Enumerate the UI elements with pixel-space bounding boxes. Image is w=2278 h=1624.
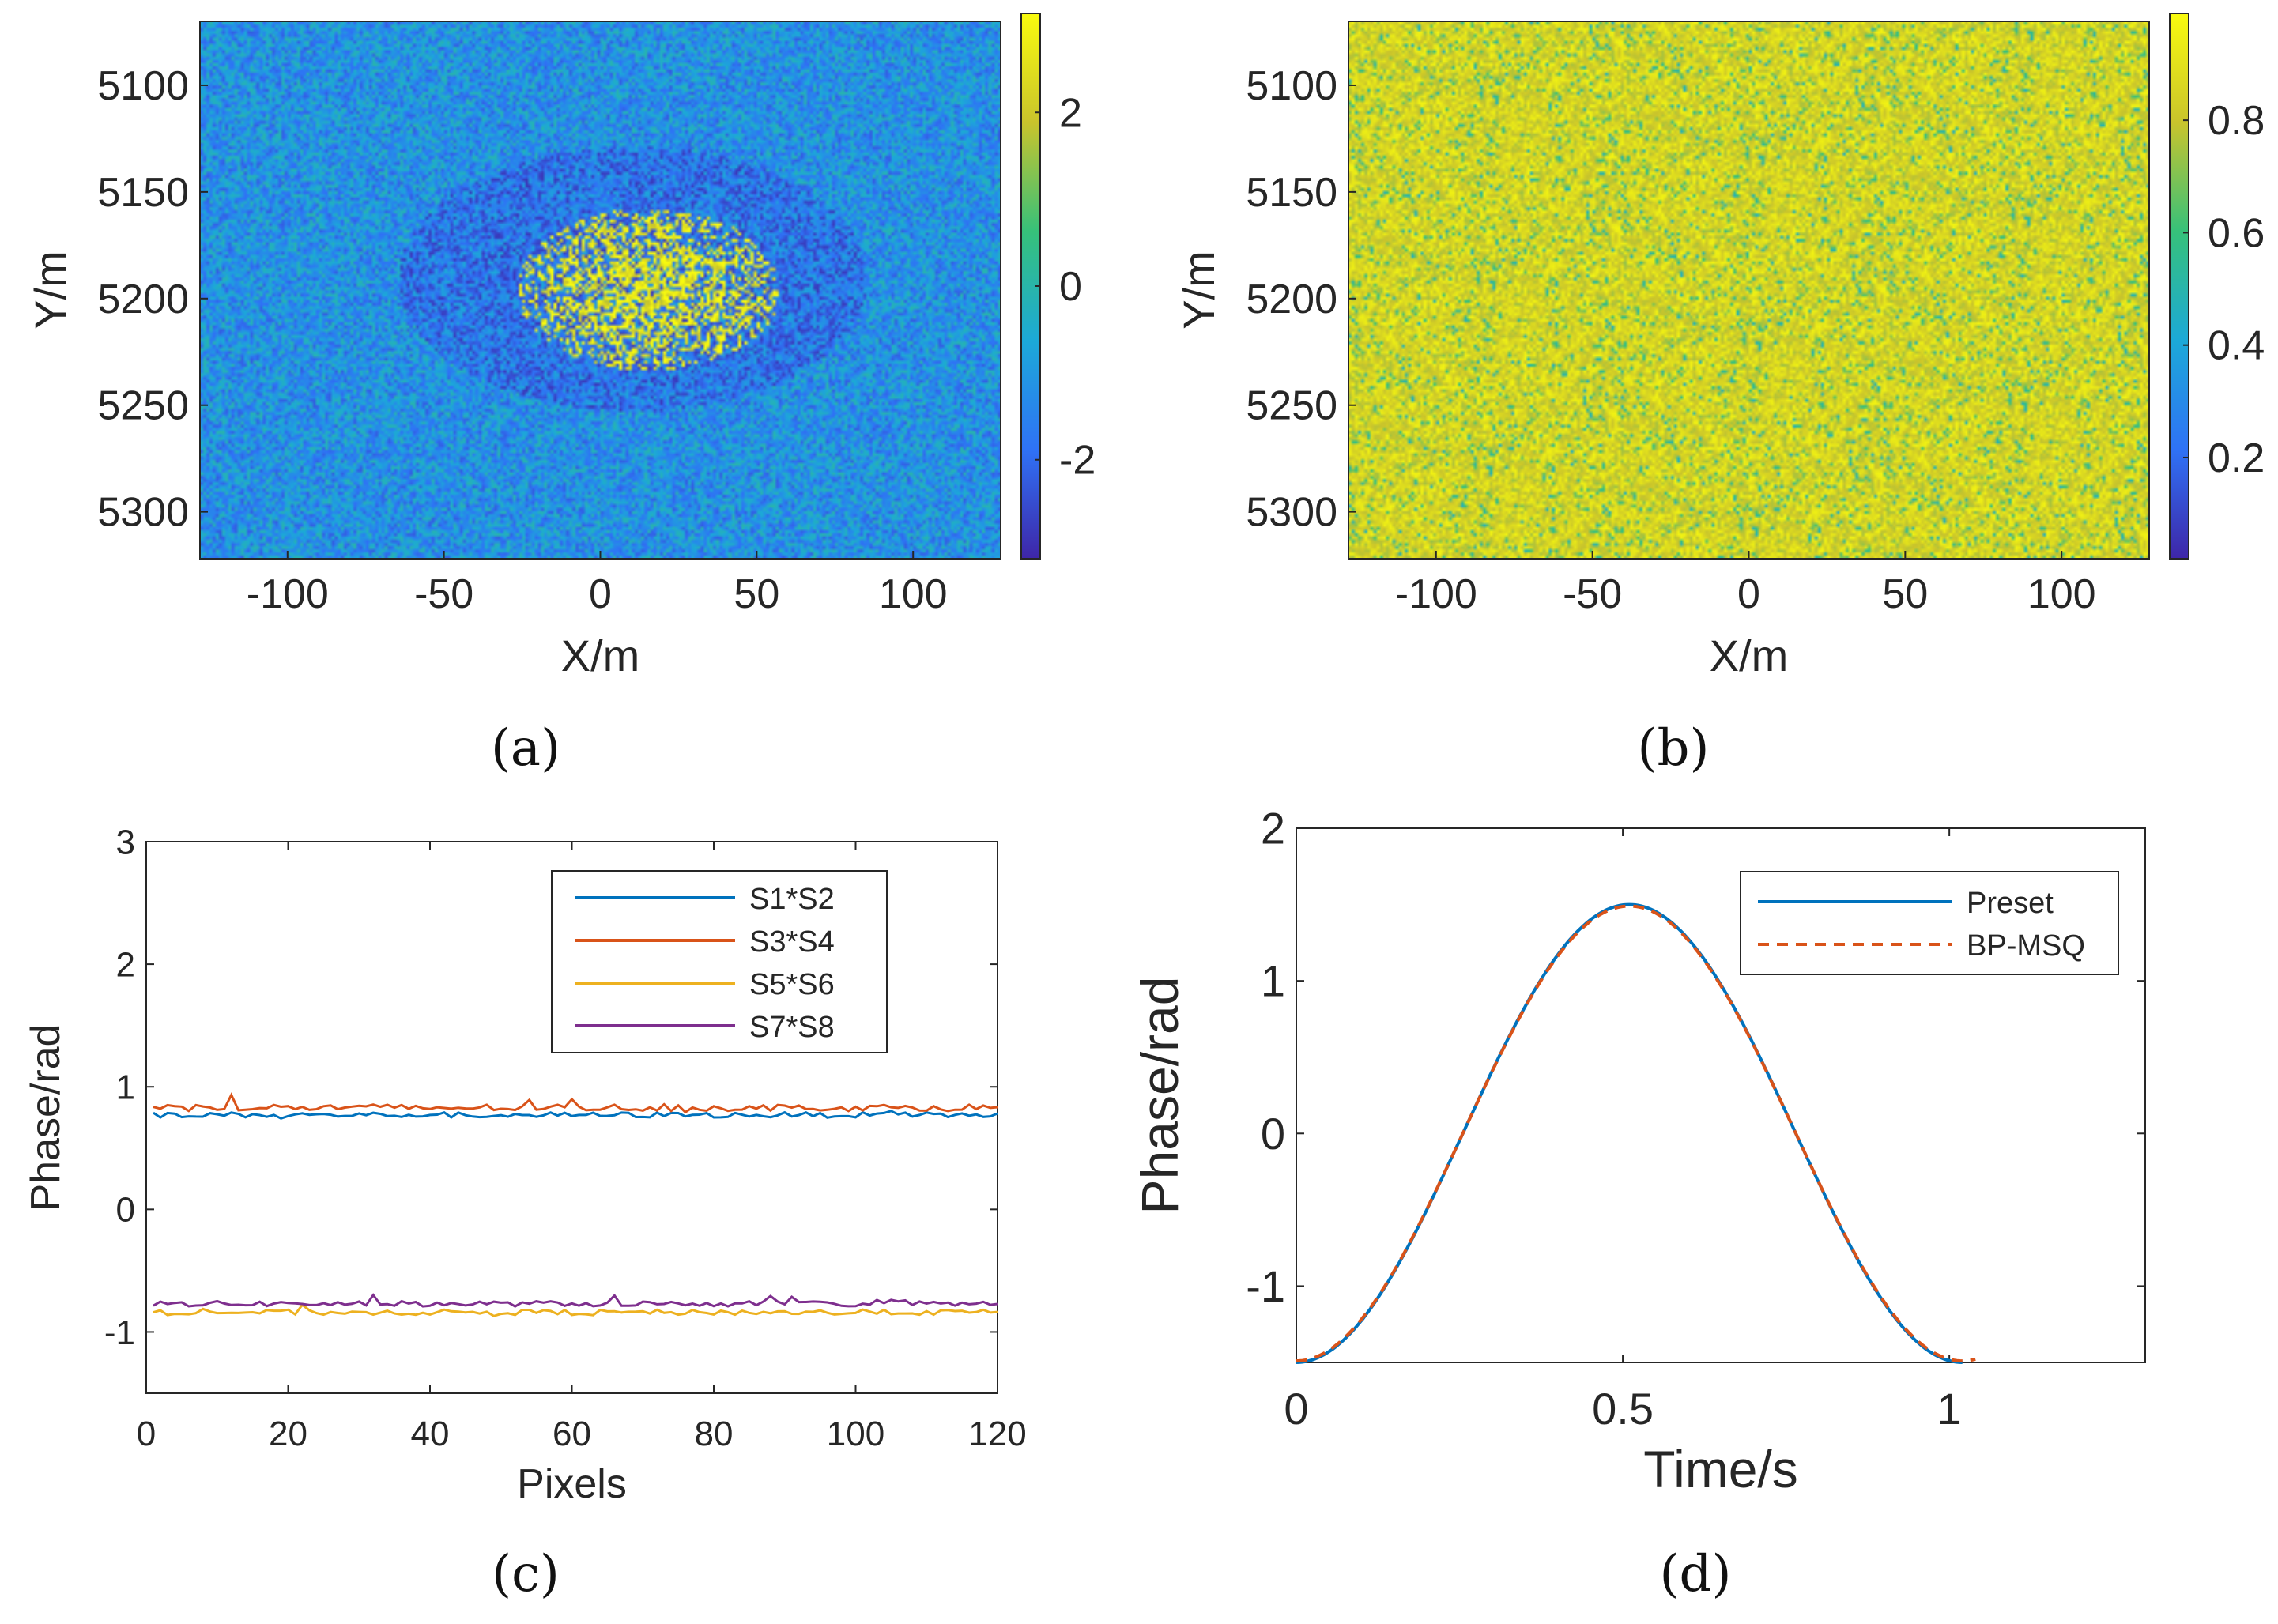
- y-tick-label-c-4: -1: [104, 1313, 135, 1352]
- heatmap-image-a: [200, 21, 1001, 559]
- series-line-bp-msq: [1296, 904, 1976, 1363]
- x-axis-label-c: Pixels: [517, 1461, 627, 1507]
- legend-label-S7xS8: S7*S8: [749, 1011, 835, 1044]
- y-tick-label-d-2: 0: [1261, 1109, 1285, 1159]
- y-tick-label-b-2: 5200: [1246, 277, 1337, 322]
- x-axis-label-a: X/m: [561, 631, 640, 680]
- y-tick-label-a-0: 5100: [97, 63, 189, 109]
- colorbar-tick-label-b-1: 0.6: [2208, 210, 2265, 256]
- y-tick-label-c-2: 1: [116, 1068, 135, 1107]
- x-tick-label-c-2: 40: [411, 1415, 450, 1453]
- x-tick-label-a-4: 100: [879, 571, 948, 617]
- x-tick-label-b-3: 50: [1882, 571, 1928, 617]
- colorbar-tick-label-b-0: 0.8: [2208, 98, 2265, 144]
- x-tick-label-a-3: 50: [734, 571, 779, 617]
- x-tick-label-c-4: 80: [695, 1415, 734, 1453]
- x-tick-label-a-2: 0: [589, 571, 612, 617]
- series-line-S1xS2: [153, 1110, 998, 1120]
- x-tick-label-c-6: 120: [968, 1415, 1026, 1453]
- x-tick-label-c-3: 60: [553, 1415, 591, 1453]
- series-line-preset: [1296, 902, 1963, 1364]
- x-tick-label-b-0: -100: [1395, 571, 1477, 617]
- x-tick-label-a-1: -50: [414, 571, 473, 617]
- legend-label-S3xS4: S3*S4: [749, 925, 835, 959]
- caption-c: (c): [492, 1545, 560, 1603]
- x-tick-label-c-1: 20: [269, 1415, 307, 1453]
- y-tick-label-b-1: 5150: [1246, 170, 1337, 216]
- y-axis-label-b: Y/m: [1174, 251, 1224, 330]
- x-tick-label-d-0: 0: [1284, 1384, 1308, 1434]
- x-tick-label-d-2: 1: [1937, 1384, 1962, 1434]
- y-tick-label-c-0: 3: [116, 823, 135, 861]
- series-line-S3xS4: [153, 1092, 998, 1114]
- y-axis-label-c: Phase/rad: [23, 1023, 69, 1211]
- caption-b: (b): [1637, 719, 1710, 778]
- legend-label-S5xS6: S5*S6: [749, 968, 835, 1001]
- y-tick-label-b-4: 5300: [1246, 490, 1337, 536]
- x-axis-label-b: X/m: [1710, 631, 1789, 680]
- y-tick-label-a-4: 5300: [97, 490, 189, 536]
- x-tick-label-b-2: 0: [1737, 571, 1760, 617]
- y-tick-label-b-3: 5250: [1246, 383, 1337, 429]
- legend-label-preset: Preset: [1967, 887, 2054, 920]
- x-tick-label-b-4: 100: [2027, 571, 2096, 617]
- y-axis-label-d: Phase/rad: [1130, 977, 1189, 1215]
- y-tick-label-a-1: 5150: [97, 170, 189, 216]
- y-tick-label-a-2: 5200: [97, 277, 189, 322]
- heatmap-image-b: [1348, 21, 2149, 559]
- colorbar-tick-label-a-2: -2: [1059, 438, 1096, 484]
- y-tick-label-d-3: -1: [1246, 1261, 1285, 1311]
- caption-d: (d): [1659, 1545, 1732, 1603]
- colorbar-tick-label-a-1: 0: [1059, 264, 1082, 310]
- colorbar-tick-label-b-2: 0.4: [2208, 323, 2265, 369]
- colorbar-tick-label-b-3: 0.2: [2208, 435, 2265, 481]
- x-tick-label-c-0: 0: [137, 1415, 156, 1453]
- y-tick-label-b-0: 5100: [1246, 63, 1337, 109]
- legend-label-bp-msq: BP-MSQ: [1967, 929, 2085, 963]
- y-tick-label-a-3: 5250: [97, 383, 189, 429]
- series-line-S5xS6: [153, 1302, 998, 1317]
- caption-a: (a): [490, 719, 561, 778]
- y-tick-label-d-1: 1: [1261, 956, 1285, 1006]
- y-tick-label-c-3: 0: [116, 1191, 135, 1230]
- legend-box-d: [1740, 871, 2119, 975]
- x-tick-label-c-5: 100: [827, 1415, 884, 1453]
- x-tick-label-b-1: -50: [1563, 571, 1622, 617]
- x-tick-label-d-1: 0.5: [1592, 1384, 1654, 1434]
- legend-label-S1xS2: S1*S2: [749, 883, 835, 916]
- y-axis-label-a: Y/m: [25, 251, 75, 330]
- series-line-S7xS8: [153, 1293, 998, 1308]
- colorbar-tick-label-a-0: 2: [1059, 90, 1082, 136]
- y-tick-label-c-1: 2: [116, 946, 135, 985]
- x-tick-label-a-0: -100: [247, 571, 329, 617]
- colorbar-b: [2169, 13, 2189, 560]
- legend-box-c: [551, 870, 888, 1053]
- y-tick-label-d-0: 2: [1261, 804, 1285, 853]
- x-axis-label-d: Time/s: [1643, 1440, 1798, 1498]
